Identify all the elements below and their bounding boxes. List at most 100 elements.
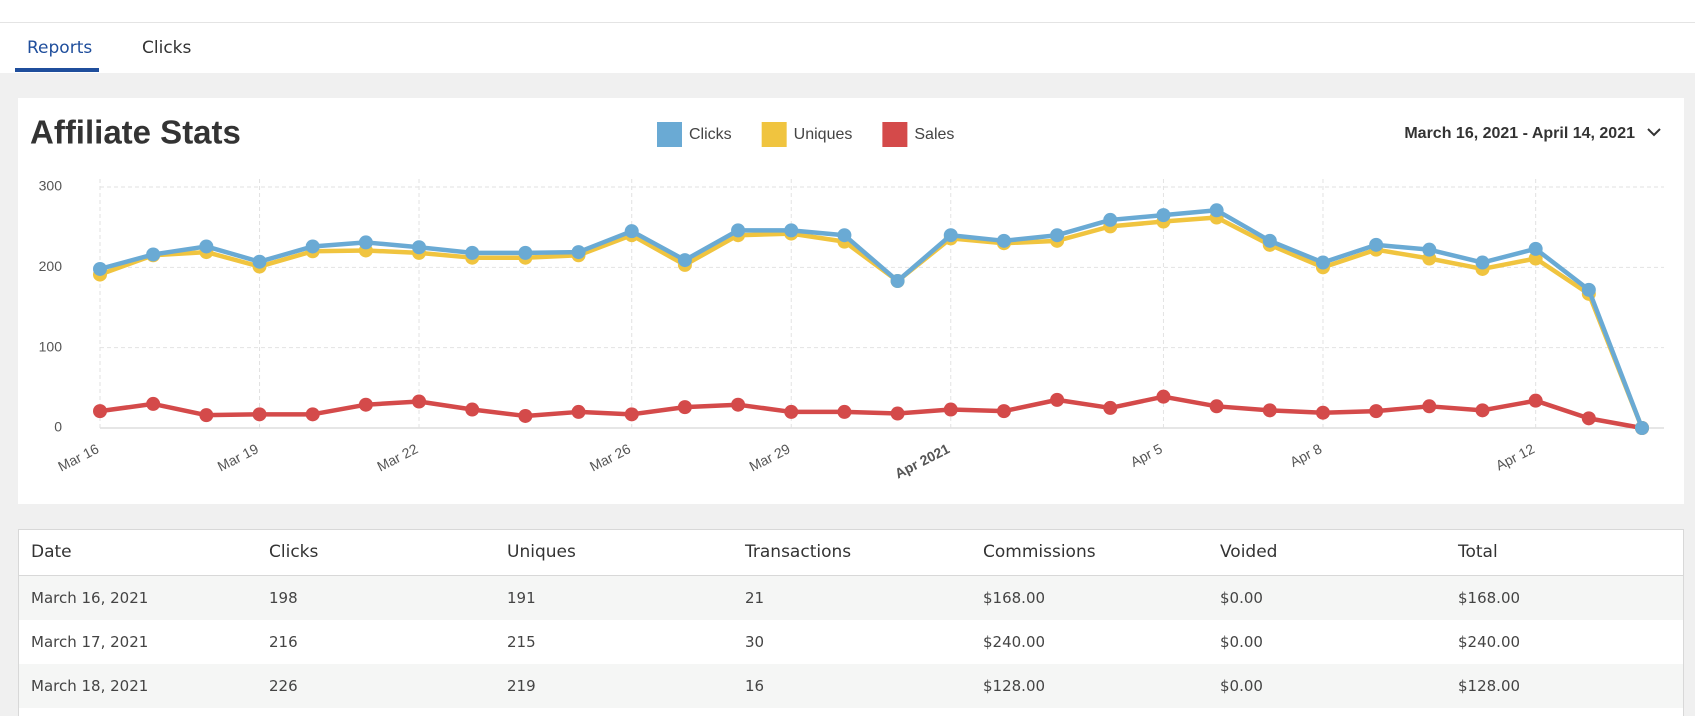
table-cell: $168.00 [983,589,1046,607]
column-header: Date [31,542,72,562]
y-tick-label: 100 [39,338,63,354]
table-cell: 219 [507,677,536,695]
data-point [1422,399,1437,414]
table-cell: $240.00 [1458,633,1521,651]
table-header: Date Clicks Uniques Transactions Commissions… [19,530,1683,576]
x-tick-label: Mar 22 [374,440,420,474]
data-point [943,228,958,243]
x-tick-label: Apr 2021 [892,440,952,481]
table-cell: $168.00 [1458,589,1521,607]
series-line [99,208,1645,429]
date-range[interactable]: March 16, 2021 - April 14, 2021 [1404,125,1635,142]
tab[interactable]: Clicks [142,38,192,58]
table: Date Clicks Uniques Transactions Commissions… [18,529,1684,716]
chart-card: Affiliate Stats March 16, 2021 - April 1… [18,98,1684,504]
active-tab-indicator [15,68,99,72]
data-point [731,223,746,238]
data-point [1103,212,1118,227]
legend-swatch [882,122,908,147]
legend-label: Uniques [794,126,853,143]
legend-swatch [657,122,682,147]
series-line [99,215,1645,429]
x-tick-label: Apr 8 [1287,440,1324,470]
data-point [1050,228,1065,243]
x-tick-label: Mar 16 [55,440,101,474]
data-point [412,240,427,255]
data-point [465,245,480,260]
data-point [677,253,692,268]
y-tick-label: 0 [54,419,62,435]
column-header: Clicks [269,542,319,562]
data-point [305,239,320,254]
data-point [890,406,905,421]
data-point [412,394,427,409]
data-point [1262,403,1277,418]
table-row: March 16, 2021 198 191 21 $168.00 $0.00 $168.0… [19,576,1683,620]
table-cell: 16 [745,677,765,695]
table-cell: $0.00 [1220,677,1263,695]
table-cell: 216 [269,633,298,651]
data-point [1315,255,1330,270]
data-point [358,397,373,412]
table-row: March 17, 2021 216 215 30 $240.00 $0.00 $240.0… [19,620,1683,664]
data-point [996,404,1011,419]
table-cell: $0.00 [1220,633,1263,651]
data-point [624,224,639,239]
table-cell: March 18, 2021 [31,677,149,695]
data-point [1262,233,1277,248]
x-tick-label: Mar 26 [587,440,633,474]
data-point [199,408,214,423]
data-point [1369,237,1384,252]
x-tick-label: Apr 12 [1493,440,1537,473]
data-point [199,239,214,254]
data-point [358,235,373,250]
table-cell: March 17, 2021 [31,633,149,651]
tab[interactable]: Reports [27,38,93,58]
series-line [99,394,1643,431]
data-point [1528,393,1543,408]
data-point [1050,392,1065,407]
data-point [677,400,692,415]
dropdown-chevron[interactable] [1647,128,1661,137]
data-point [1635,421,1649,435]
data-point [890,273,905,288]
table-row: March 18, 2021 226 219 16 $128.00 $0.00 $128.0… [19,664,1683,708]
chart-title: Affiliate Stats [30,114,241,151]
table-cell: 21 [745,589,765,607]
data-point [146,247,161,262]
data-point [252,254,267,269]
legend-swatch [761,122,787,147]
table-cell: 226 [269,677,298,695]
x-tick-label: Mar 19 [215,440,261,474]
data-point [996,233,1011,248]
data-point [1315,405,1330,420]
column-header: Voided [1220,542,1278,562]
data-point [1422,242,1437,257]
legend-label: Clicks [689,126,732,143]
data-point [943,402,958,417]
x-tick-label: Mar 29 [747,440,793,474]
table-cell: 30 [745,633,765,651]
data-point [624,407,639,422]
data-point [1528,251,1543,266]
data-point [146,396,161,411]
data-point [93,261,107,276]
data-point [465,402,480,417]
data-point [571,245,586,260]
data-point [518,408,533,423]
data-point [571,404,586,419]
table-cell: $240.00 [983,633,1046,651]
table-cell: March 16, 2021 [31,589,149,607]
table-cell: $128.00 [1458,677,1521,695]
data-point [837,228,852,243]
data-point [731,397,746,412]
table-cell: $128.00 [983,677,1046,695]
y-tick-label: 200 [39,258,63,274]
column-header: Transactions [745,542,852,562]
table-cell: $0.00 [1220,589,1263,607]
data-point [784,404,799,419]
data-point [305,407,320,422]
top-bar [0,0,1695,73]
data-point [1156,389,1171,404]
